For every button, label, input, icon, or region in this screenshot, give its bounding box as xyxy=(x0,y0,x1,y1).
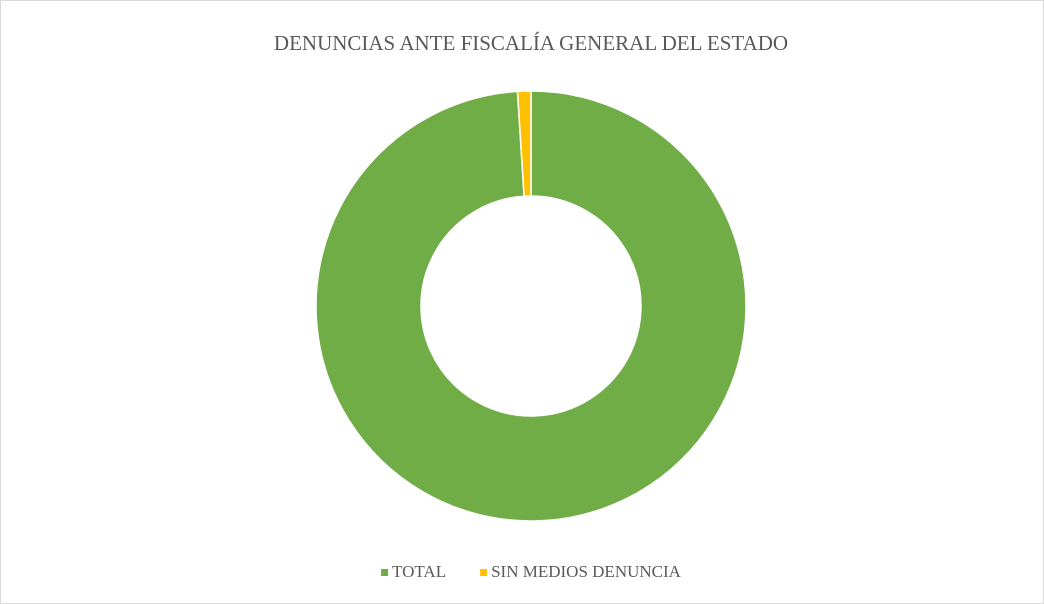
legend: TOTAL SIN MEDIOS DENUNCIA xyxy=(381,562,682,581)
legend-marker xyxy=(480,569,488,576)
slices xyxy=(315,90,747,522)
chart-title: DENUNCIAS ANTE FISCALÍA GENERAL DEL ESTA… xyxy=(274,31,788,55)
legend-marker xyxy=(381,569,389,576)
slice xyxy=(315,90,747,522)
slice xyxy=(516,90,532,198)
legend-label: SIN MEDIOS DENUNCIA xyxy=(491,562,682,581)
legend-label: TOTAL xyxy=(392,562,446,581)
